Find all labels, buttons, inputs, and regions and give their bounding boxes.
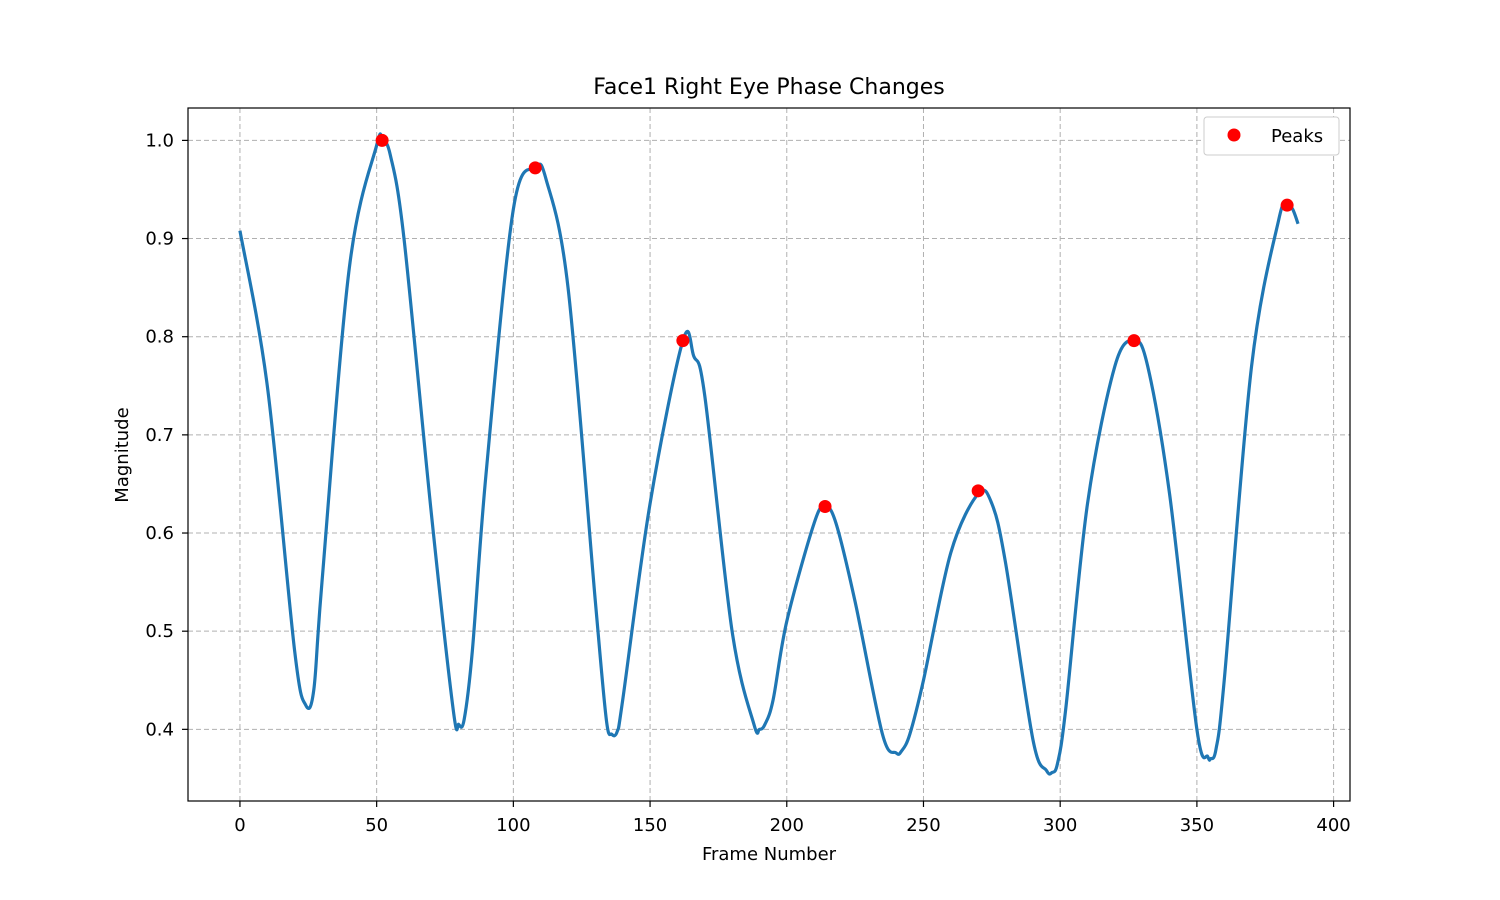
- y-tick-label: 0.4: [145, 719, 174, 740]
- x-tick-label: 0: [234, 815, 245, 836]
- y-tick-label: 0.6: [145, 523, 174, 544]
- legend-label-peaks: Peaks: [1271, 126, 1323, 147]
- y-tick-label: 0.9: [145, 229, 174, 250]
- y-tick-label: 0.8: [145, 327, 174, 348]
- peak-point: [375, 133, 389, 147]
- legend-marker: [1227, 128, 1241, 142]
- chart-title: Face1 Right Eye Phase Changes: [593, 75, 944, 100]
- line-series: [238, 132, 1300, 776]
- x-axis-label: Frame Number: [702, 844, 837, 865]
- peak-point: [818, 500, 832, 514]
- y-tick-label: 1.0: [145, 130, 174, 151]
- y-tick-label: 0.5: [145, 621, 174, 642]
- peak-points: [375, 133, 1294, 514]
- peak-point: [528, 161, 542, 175]
- peak-point: [1127, 334, 1141, 348]
- x-tick-label: 350: [1180, 815, 1214, 836]
- x-tick-label: 250: [906, 815, 940, 836]
- plot-area: [187, 107, 1351, 802]
- x-tick-label: 400: [1316, 815, 1350, 836]
- x-tick-label: 200: [770, 815, 804, 836]
- peak-point: [1280, 198, 1294, 212]
- x-tick-label: 100: [496, 815, 530, 836]
- legend: Peaks: [1203, 116, 1340, 156]
- x-tick-label: 50: [365, 815, 388, 836]
- x-tick-label: 150: [633, 815, 667, 836]
- magnitude-line: [238, 132, 1300, 776]
- peak-point: [971, 484, 985, 498]
- axis-ticks: 0 50 100 150 200 250 300 350 400 0.4 0.5 0.6 0.7 0.8 0…: [145, 130, 1350, 836]
- y-axis-label: Magnitude: [112, 407, 133, 502]
- legend-box: [1203, 116, 1340, 156]
- peak-point: [676, 334, 690, 348]
- grid: [188, 108, 1350, 801]
- y-tick-label: 0.7: [145, 425, 174, 446]
- x-tick-label: 300: [1043, 815, 1077, 836]
